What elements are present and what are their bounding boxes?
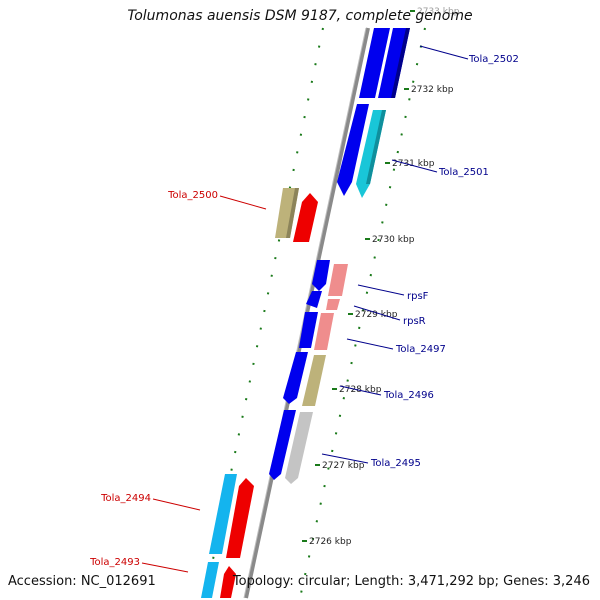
- gene-leader-line: [391, 159, 438, 173]
- gene-label[interactable]: Tola_2497: [395, 344, 446, 355]
- gene-tola2495-blue[interactable]: [269, 410, 296, 480]
- gene-tola2501-blue[interactable]: [337, 104, 369, 196]
- gene-tola2496-blue[interactable]: [283, 352, 308, 404]
- guide-inner-right: [299, 27, 426, 599]
- gene-label[interactable]: Tola_2493: [89, 557, 140, 568]
- gene-label[interactable]: Tola_2502: [468, 54, 519, 65]
- accession-label: Accession: NC_012691: [8, 574, 156, 589]
- gene-tola2501-cyan-shade: [366, 110, 386, 184]
- gene-tola2497-pink[interactable]: [314, 313, 334, 350]
- scale-tick-label: 2729 kbp: [355, 310, 398, 320]
- gene-rpsF-pink[interactable]: [328, 264, 348, 296]
- gene-leader-line: [357, 284, 405, 296]
- gene-rpsR-blue[interactable]: [306, 291, 322, 308]
- gene-label-layer: Tola_2502 Tola_2501 Tola_2500 rpsF rpsR Tola_…: [89, 45, 519, 573]
- scale-tick-label: 2726 kbp: [309, 537, 352, 547]
- map-title: Tolumonas auensis DSM 9187, complete gen…: [127, 8, 473, 24]
- gene-tola2502-blue-b[interactable]: [378, 28, 410, 98]
- gene-leader-line: [152, 498, 201, 511]
- scale-tick-label: 2732 kbp: [411, 85, 454, 95]
- gene-tola2493-red[interactable]: [220, 566, 236, 598]
- gene-leader-line: [141, 562, 189, 573]
- gene-label[interactable]: Tola_2501: [438, 167, 489, 178]
- gene-tola2502-blue-b-shade: [391, 28, 410, 98]
- gene-tola2500-red[interactable]: [293, 193, 318, 242]
- gene-tola2502-blue-a[interactable]: [359, 28, 390, 98]
- gene-label[interactable]: Tola_2495: [370, 458, 421, 469]
- gene-label[interactable]: Tola_2494: [100, 493, 151, 504]
- scale-tick-label: 2730 kbp: [372, 235, 415, 245]
- gene-label[interactable]: rpsF: [407, 291, 429, 302]
- strand-guides: [204, 27, 426, 599]
- gene-track: [201, 28, 410, 598]
- gene-tola2497-blue[interactable]: [299, 312, 318, 348]
- gene-label[interactable]: Tola_2496: [383, 390, 434, 401]
- gene-tola2500-khaki-shade: [286, 188, 299, 238]
- scale-tick-label: 2731 kbp: [392, 159, 435, 169]
- gene-leader-line: [353, 305, 401, 321]
- gene-rpsR-pink[interactable]: [326, 299, 340, 310]
- gene-leader-line: [321, 453, 369, 464]
- scale-tick-label: 2733 kbp: [417, 7, 460, 17]
- gene-rpsF-blue[interactable]: [312, 260, 330, 291]
- gene-tola2494-red[interactable]: [226, 478, 254, 558]
- gene-tola2495-gray[interactable]: [285, 412, 313, 484]
- gene-label[interactable]: Tola_2500: [167, 190, 218, 201]
- gene-leader-line: [419, 45, 469, 60]
- gene-leader-line: [346, 338, 394, 350]
- gene-tola2493-skyblue[interactable]: [201, 562, 219, 598]
- gene-tola2494-skyblue[interactable]: [209, 474, 237, 554]
- genome-summary: Topology: circular; Length: 3,471,292 bp…: [232, 574, 590, 589]
- scale-tick-label: 2727 kbp: [322, 461, 365, 471]
- gene-tola2496-khaki[interactable]: [302, 355, 326, 406]
- gene-leader-line: [339, 385, 382, 396]
- gene-leader-line: [219, 195, 267, 210]
- gene-label[interactable]: rpsR: [403, 316, 426, 327]
